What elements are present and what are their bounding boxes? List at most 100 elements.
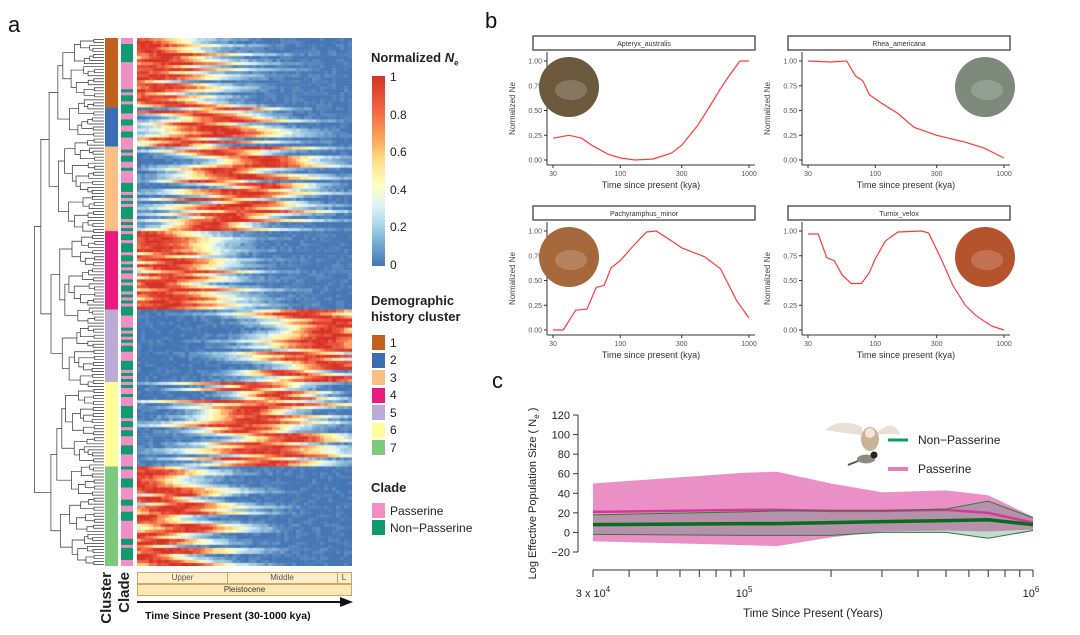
x-axis-title: Time since present (kya) [602, 180, 700, 190]
clade-cell [121, 403, 133, 407]
clade-cell [121, 74, 133, 78]
clade-legend: Passerine Non−Passerine [372, 502, 472, 536]
clade-cell [121, 209, 133, 214]
dendrogram-branch [92, 549, 104, 553]
population-size-chart: −20 0 20 40 60 80 100 120 3 x 104 105 106 Time Sinc… [527, 408, 1040, 620]
dendrogram-branch [74, 44, 85, 62]
clade-legend-title: Clade [371, 480, 407, 495]
heatmap [137, 38, 352, 566]
clade-cell [121, 415, 133, 419]
cluster-swatch [372, 370, 385, 386]
dendrogram-branch [93, 497, 104, 502]
clade-cell [121, 89, 133, 93]
dendrogram-branch [93, 262, 104, 267]
dendrogram-branch [93, 506, 104, 511]
cluster-segment [105, 309, 118, 382]
dendrogram-branch [94, 165, 104, 170]
clade-cell [121, 107, 133, 111]
clade-cell [121, 469, 133, 473]
clade-swatch [372, 503, 385, 518]
clade-cell [121, 164, 133, 169]
clade-cell [121, 321, 133, 325]
dendrogram-branch [88, 283, 104, 289]
cluster-label: 5 [390, 405, 397, 420]
clade-cell [121, 360, 133, 365]
dendrogram-branch [69, 107, 79, 131]
dendrogram-branch [74, 351, 94, 363]
cluster-label: 2 [390, 353, 397, 368]
dendrogram-branch [83, 88, 95, 96]
cluster-segment [105, 231, 118, 310]
clade-cell [121, 472, 133, 476]
clade-cell [121, 219, 133, 223]
dendrogram-branch [94, 241, 104, 246]
cluster-segment [105, 381, 118, 467]
clade-cell [121, 300, 133, 304]
dendrogram-branch [87, 533, 104, 540]
cluster-segment [105, 107, 118, 147]
clade-cell [121, 412, 133, 416]
plot-turnix-velox: Turnix_velox 0.00 0.25 0.50 0.75 1.00 30 100 300… [763, 205, 1015, 360]
y-tick-label: 0.50 [528, 108, 542, 115]
facet-strip [787, 205, 1011, 221]
clade-cell [121, 237, 133, 241]
clade-cell [121, 369, 133, 374]
passerine-band [593, 471, 1033, 547]
dendrogram-branch [78, 484, 93, 494]
dendrogram-branch [80, 294, 95, 304]
clade-cell [121, 448, 133, 452]
clade-cell [121, 381, 133, 386]
facet-title: Turnix_velox [879, 211, 919, 218]
chickadee-body [857, 454, 875, 464]
clade-cell [121, 406, 133, 410]
clade-cell [121, 95, 133, 99]
clade-cell [121, 547, 133, 552]
clade-cell [121, 291, 133, 295]
cluster-segment [105, 146, 118, 232]
dendrogram-branch [94, 355, 104, 360]
clade-cell [121, 231, 133, 235]
epoch-upper: Upper [138, 573, 228, 583]
clade-cell [121, 47, 133, 51]
dendrogram-branch [93, 431, 104, 436]
chickadee-head [870, 451, 878, 459]
clade-cell [121, 119, 133, 123]
x-axis-title: Time since present (kya) [857, 350, 955, 360]
dendrogram-branch [83, 426, 95, 434]
dendrogram-branch [88, 242, 104, 249]
clade-cell [121, 56, 133, 60]
clade-cell [121, 490, 133, 494]
dendrogram-branch [88, 499, 104, 505]
clade-cell [121, 44, 133, 48]
x-tick-label: 300 [931, 341, 943, 348]
clade-cell [121, 276, 133, 280]
ne-tick-label: 0.6 [390, 145, 407, 159]
clade-cell [121, 487, 133, 491]
y-tick-label: 0.75 [783, 253, 797, 260]
clade-cell [121, 216, 133, 220]
clade-cell [121, 80, 133, 84]
clade-cell [121, 391, 133, 395]
clade-cell [121, 517, 133, 522]
bird-photo [539, 227, 599, 287]
clade-cell [121, 203, 133, 208]
y-tick-label: 100 [552, 430, 570, 442]
clade-cell [121, 463, 133, 467]
clade-cell [121, 261, 133, 265]
dendrogram-branch [93, 524, 104, 529]
dendrogram-branch [94, 156, 104, 161]
dendrogram-branch [88, 203, 104, 209]
clade-cell [121, 200, 133, 205]
dendrogram-branch [64, 283, 78, 316]
dendrogram-branch [86, 438, 104, 445]
dendrogram-branch [92, 452, 104, 457]
dendrogram-branch [93, 78, 104, 83]
dendrogram-branch [77, 309, 90, 322]
y-tick-label: 0.75 [528, 253, 542, 260]
dendrogram-branch [92, 117, 104, 122]
clade-cell [121, 499, 133, 503]
dendrogram-branch [87, 212, 104, 218]
clade-cell [121, 101, 133, 105]
facet-strip [787, 35, 1011, 51]
dendrogram-branch [93, 39, 104, 43]
